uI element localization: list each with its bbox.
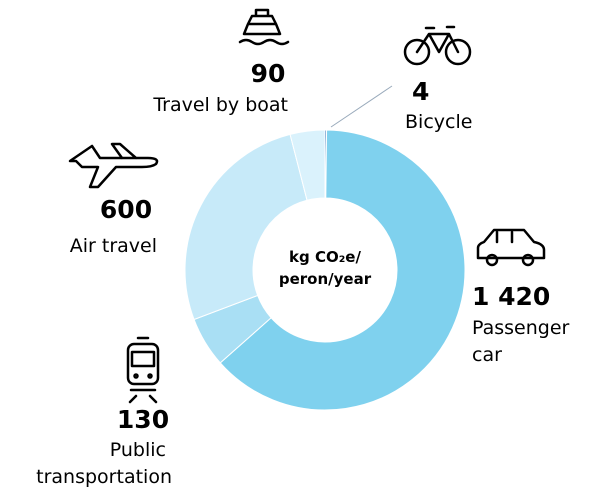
category-label: Bicycle — [405, 111, 472, 133]
bicycle-icon — [403, 25, 472, 66]
donut-segment — [219, 129, 466, 411]
donut-segment — [289, 129, 326, 201]
category-label: Passenger car — [472, 317, 575, 366]
value-label: 4 — [412, 77, 429, 106]
leader-line — [330, 85, 393, 128]
category-label: Public transportation — [36, 439, 172, 488]
boat-icon — [238, 8, 290, 46]
value-label: 130 — [117, 405, 169, 434]
value-label: 1 420 — [472, 282, 550, 311]
donut-segment — [184, 133, 308, 321]
center-label: kg CO₂e/ — [289, 248, 361, 266]
center-label: peron/year — [279, 270, 372, 288]
category-label: Air travel — [70, 235, 157, 257]
value-label: 90 — [251, 59, 286, 88]
value-label: 600 — [100, 195, 152, 224]
plane-icon — [68, 142, 159, 189]
category-label: Travel by boat — [152, 94, 288, 116]
car-icon — [476, 228, 546, 267]
train-icon — [126, 336, 160, 404]
